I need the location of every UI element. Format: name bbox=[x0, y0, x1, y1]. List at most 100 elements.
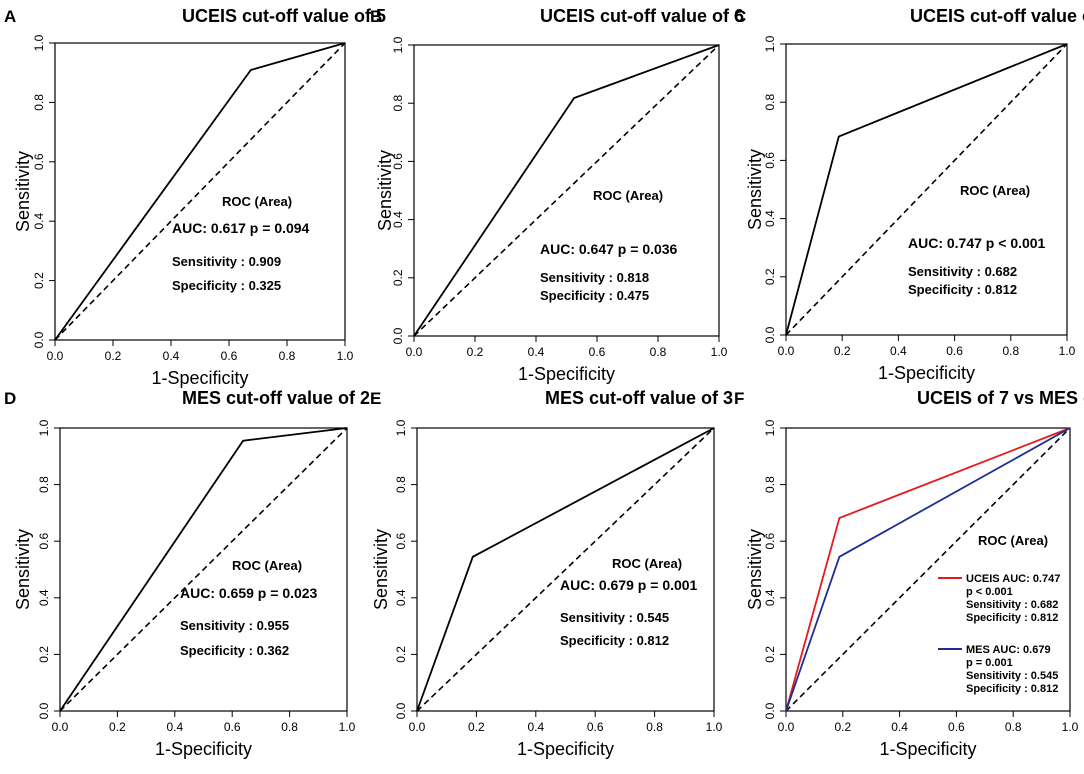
y-tick-label: 0.0 bbox=[394, 702, 408, 719]
x-tick-label: 0.2 bbox=[468, 720, 485, 734]
y-tick-label: 0.0 bbox=[763, 326, 777, 343]
chance-diagonal-line bbox=[54, 42, 346, 341]
chance-diagonal-line bbox=[785, 427, 1071, 712]
panel-d: D MES cut-off value of 2 0.0 0.2 0.4 0.6 0.8 1.… bbox=[4, 388, 370, 759]
roc-area-label: ROC (Area) bbox=[593, 188, 663, 203]
roc-area-label: ROC (Area) bbox=[232, 558, 302, 573]
y-axis-title: Sensitivity bbox=[371, 529, 391, 610]
specificity-text: Specificity : 0.812 bbox=[908, 282, 1017, 297]
roc-curve-uceis-5 bbox=[54, 42, 346, 341]
auc-text: AUC: 0.679 p = 0.001 bbox=[560, 577, 698, 593]
x-tick-label: 0.8 bbox=[646, 720, 663, 734]
plot-frame bbox=[54, 42, 346, 341]
x-tick-label: 0.2 bbox=[834, 720, 851, 734]
x-tick-label: 0.4 bbox=[891, 720, 908, 734]
x-axis-title: 1-Specificity bbox=[151, 368, 248, 388]
y-tick-label: 1.0 bbox=[394, 419, 408, 436]
x-tick-label: 0.6 bbox=[224, 720, 241, 734]
panel-letter: F bbox=[734, 389, 744, 408]
chance-diagonal-line bbox=[59, 427, 348, 712]
y-tick-label: 0.0 bbox=[763, 702, 777, 719]
x-tick-label: 0.2 bbox=[109, 720, 126, 734]
plot-frame bbox=[416, 427, 715, 712]
roc-area-label: ROC (Area) bbox=[612, 556, 682, 571]
sensitivity-text: Sensitivity : 0.955 bbox=[180, 618, 289, 633]
x-axis-title: 1-Specificity bbox=[879, 739, 976, 759]
y-tick-label: 0.2 bbox=[32, 272, 46, 289]
panel-title: UCEIS cut-off value of 7 bbox=[910, 6, 1084, 26]
x-tick-label: 1.0 bbox=[337, 349, 354, 363]
x-tick-label: 0.8 bbox=[1005, 720, 1022, 734]
auc-text: AUC: 0.747 p < 0.001 bbox=[908, 235, 1046, 251]
x-tick-label: 0.2 bbox=[467, 345, 484, 359]
y-tick-label: 0.4 bbox=[391, 211, 405, 228]
legend-text: p < 0.001 bbox=[966, 586, 1013, 598]
x-tick-label: 0.0 bbox=[778, 720, 795, 734]
x-axis-title: 1-Specificity bbox=[878, 363, 975, 383]
panel-letter: B bbox=[370, 7, 382, 26]
x-tick-label: 0.4 bbox=[528, 345, 545, 359]
roc-curve-uceis bbox=[785, 427, 1071, 712]
y-tick-label: 0.0 bbox=[32, 331, 46, 348]
y-tick-label: 0.4 bbox=[763, 210, 777, 227]
x-tick-label: 0.4 bbox=[890, 344, 907, 358]
panel-title: UCEIS cut-off value of 5 bbox=[182, 6, 386, 26]
x-tick-label: 0.0 bbox=[778, 344, 795, 358]
specificity-text: Specificity : 0.325 bbox=[172, 278, 281, 293]
y-axis-title: Sensitivity bbox=[745, 529, 765, 610]
y-axis-title: Sensitivity bbox=[745, 149, 765, 230]
plot-frame bbox=[785, 427, 1071, 712]
panel-f: F UCEIS of 7 vs MES of 3 0.0 0.2 0.4 0.6 0.8 1.… bbox=[734, 388, 1084, 759]
y-tick-label: 0.8 bbox=[37, 476, 51, 493]
y-tick-label: 0.2 bbox=[37, 646, 51, 663]
y-tick-label: 0.4 bbox=[763, 589, 777, 606]
x-tick-label: 0.4 bbox=[163, 349, 180, 363]
y-axis-title: Sensitivity bbox=[13, 529, 33, 610]
sensitivity-text: Sensitivity : 0.545 bbox=[560, 610, 669, 625]
panel-letter: A bbox=[4, 7, 16, 26]
auc-text: AUC: 0.647 p = 0.036 bbox=[540, 241, 678, 257]
panel-title: MES cut-off value of 2 bbox=[182, 388, 370, 408]
x-tick-label: 0.6 bbox=[946, 344, 963, 358]
roc-curve-uceis-7 bbox=[785, 43, 1068, 336]
roc-curve-mes bbox=[785, 427, 1071, 712]
x-tick-label: 0.8 bbox=[281, 720, 298, 734]
x-tick-label: 0.0 bbox=[409, 720, 426, 734]
y-tick-label: 0.4 bbox=[394, 589, 408, 606]
x-tick-label: 1.0 bbox=[339, 720, 356, 734]
roc-curve-uceis-6 bbox=[413, 44, 720, 337]
panel-title: MES cut-off value of 3 bbox=[545, 388, 733, 408]
legend-text: Sensitivity : 0.545 bbox=[966, 670, 1058, 682]
y-tick-label: 1.0 bbox=[391, 36, 405, 53]
x-tick-label: 0.0 bbox=[406, 345, 423, 359]
sensitivity-text: Sensitivity : 0.818 bbox=[540, 270, 649, 285]
roc-curve-mes-3 bbox=[416, 427, 715, 712]
specificity-text: Specificity : 0.362 bbox=[180, 643, 289, 658]
y-tick-label: 0.6 bbox=[763, 152, 777, 169]
x-axis-title: 1-Specificity bbox=[155, 739, 252, 759]
x-tick-label: 0.8 bbox=[650, 345, 667, 359]
specificity-text: Specificity : 0.812 bbox=[560, 633, 669, 648]
y-tick-label: 0.2 bbox=[763, 646, 777, 663]
y-tick-label: 0.2 bbox=[391, 269, 405, 286]
chance-diagonal-line bbox=[416, 427, 715, 712]
y-tick-label: 0.6 bbox=[394, 533, 408, 550]
roc-area-label: ROC (Area) bbox=[978, 533, 1048, 548]
specificity-text: Specificity : 0.475 bbox=[540, 288, 649, 303]
panel-c: C UCEIS cut-off value of 7 0.0 0.2 0.4 0.6 0.8… bbox=[734, 6, 1084, 383]
legend-text: Specificity : 0.812 bbox=[966, 612, 1058, 624]
x-tick-label: 0.8 bbox=[1002, 344, 1019, 358]
plot-frame bbox=[785, 43, 1068, 336]
x-tick-label: 0.2 bbox=[834, 344, 851, 358]
x-tick-label: 0.4 bbox=[527, 720, 544, 734]
y-tick-label: 1.0 bbox=[763, 35, 777, 52]
x-tick-label: 0.6 bbox=[221, 349, 238, 363]
x-tick-label: 0.0 bbox=[47, 349, 64, 363]
panel-title: UCEIS of 7 vs MES of 3 bbox=[917, 388, 1084, 408]
sensitivity-text: Sensitivity : 0.682 bbox=[908, 264, 1017, 279]
roc-area-label: ROC (Area) bbox=[960, 183, 1030, 198]
auc-text: AUC: 0.617 p = 0.094 bbox=[172, 220, 310, 236]
y-tick-label: 0.8 bbox=[32, 94, 46, 111]
chance-diagonal-line bbox=[413, 44, 720, 337]
